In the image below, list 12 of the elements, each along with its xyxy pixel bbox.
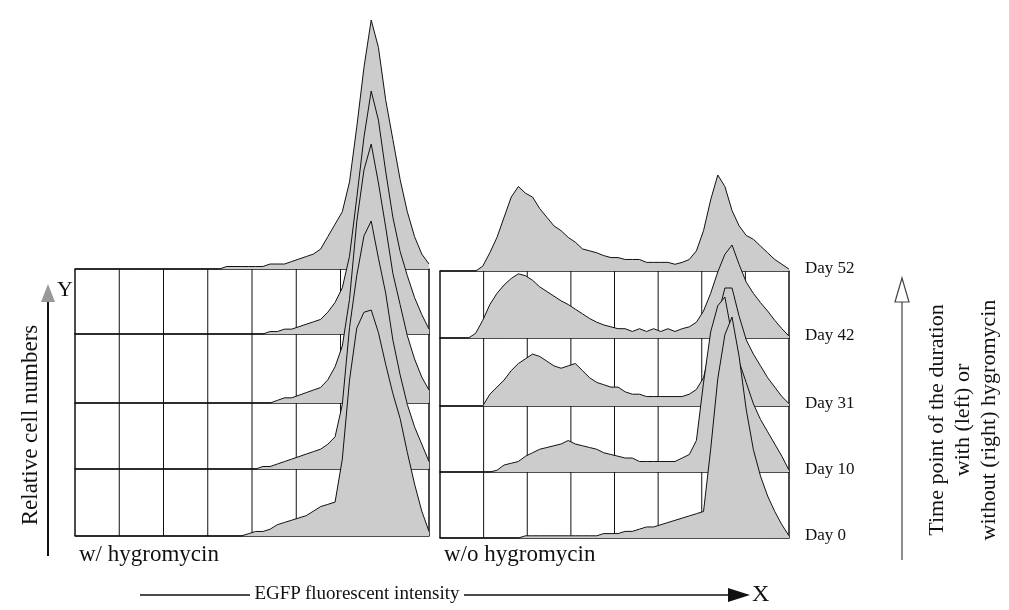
text: Y (57, 276, 73, 302)
y-axis-title: Relative cell numbers (17, 324, 43, 526)
series-label: Day 10 (805, 459, 855, 478)
text: X (752, 580, 770, 607)
x-axis-title: EGFP fluorescent intensity (254, 582, 460, 604)
text: w/o hygromycin (444, 541, 596, 567)
y2-axis-title: Time point of the duration with (left) or without (right) hygromycin (923, 299, 1001, 541)
series-label: Day 52 (805, 258, 855, 277)
series-label: Day 0 (805, 525, 847, 544)
series-label: Day 31 (805, 393, 855, 412)
text: w/ hygromycin (79, 541, 219, 567)
series-label: Day 42 (805, 325, 855, 344)
